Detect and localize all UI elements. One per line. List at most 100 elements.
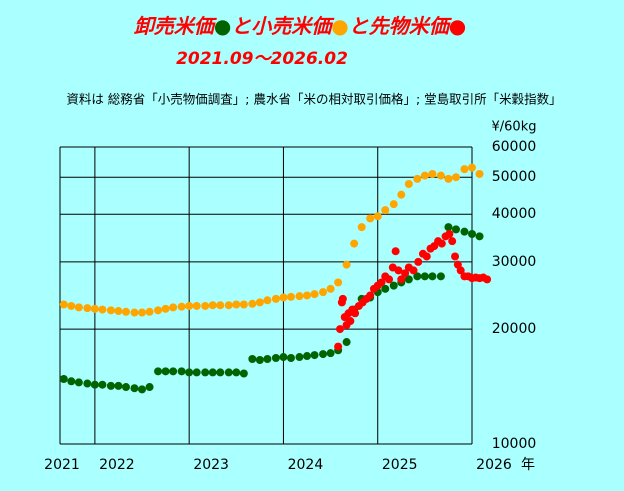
data-point (451, 252, 460, 261)
data-point (145, 383, 154, 392)
data-point (357, 223, 366, 232)
title-part: と先物米価 (349, 14, 453, 38)
data-point (342, 260, 351, 269)
title-part: ● (214, 14, 231, 38)
title-part: 卸売米価 (134, 14, 218, 38)
data-point (351, 309, 360, 318)
chart-subtitle: 2021.09～2026.02 (176, 49, 348, 69)
data-point (59, 375, 68, 384)
data-point (451, 173, 460, 182)
data-point (255, 298, 264, 307)
data-point (263, 296, 272, 305)
x-tick-label: 2022 (99, 457, 135, 473)
data-point (279, 353, 288, 362)
data-point (394, 266, 403, 275)
data-point (271, 354, 280, 363)
data-point (377, 278, 386, 287)
data-point (224, 368, 233, 377)
data-point (334, 342, 343, 351)
data-point (389, 281, 398, 290)
data-point (83, 304, 92, 313)
data-point (310, 290, 319, 299)
data-point (177, 367, 186, 376)
data-point (468, 229, 476, 238)
data-point (224, 301, 233, 310)
data-point (413, 174, 422, 183)
data-point (185, 301, 194, 310)
data-point (389, 200, 398, 209)
data-point (319, 288, 328, 297)
data-point (130, 308, 139, 317)
x-axis-label: 年 (521, 457, 535, 473)
data-point (381, 206, 390, 215)
data-point (201, 368, 210, 377)
y-tick-label: 30000 (492, 254, 537, 270)
data-point (67, 377, 76, 386)
data-point (391, 247, 400, 256)
data-point (326, 349, 335, 358)
data-point (460, 165, 469, 174)
title-part: ● (449, 14, 466, 38)
x-tick-label: 2025 (382, 457, 418, 473)
data-point (121, 383, 130, 392)
data-point (114, 307, 123, 316)
title-part: ● (331, 14, 348, 38)
data-point (201, 301, 210, 310)
data-point (475, 232, 484, 241)
data-point (286, 354, 295, 363)
data-point (420, 272, 429, 281)
data-point (106, 306, 115, 315)
data-point (154, 367, 163, 376)
data-point (437, 239, 446, 248)
data-point (381, 284, 390, 293)
data-point (413, 272, 422, 281)
data-point (59, 300, 68, 309)
data-point (338, 294, 347, 303)
data-point (336, 325, 345, 334)
data-point (366, 291, 375, 300)
data-point (154, 306, 163, 315)
data-point (185, 368, 194, 377)
data-point (216, 368, 225, 377)
data-point (385, 275, 394, 284)
data-point (286, 292, 295, 301)
data-point (106, 381, 115, 390)
data-point (255, 355, 264, 364)
data-point (169, 367, 178, 376)
data-point (428, 169, 437, 178)
data-point (232, 300, 241, 309)
data-point (397, 190, 406, 199)
y-tick-label: 60000 (492, 139, 537, 155)
y-tick-label: 50000 (492, 169, 537, 185)
data-point (295, 292, 304, 301)
data-point (208, 368, 217, 377)
data-point (334, 278, 343, 287)
data-point (422, 252, 431, 261)
source-note: 資料は 総務省「小売物価調査」; 農水省「米の相対取引価格」; 堂島取引所「米穀… (66, 92, 561, 107)
data-point (114, 381, 123, 390)
data-point (161, 304, 170, 313)
title-part: と小売米価 (231, 14, 335, 38)
x-tick-label: 2023 (193, 457, 229, 473)
data-point (401, 269, 410, 278)
data-point (177, 302, 186, 311)
data-point (404, 275, 413, 284)
data-point (74, 303, 83, 312)
data-point (428, 272, 437, 281)
data-point (475, 169, 484, 178)
data-point (409, 266, 418, 275)
data-point (232, 368, 241, 377)
data-point (366, 214, 375, 223)
y-tick-label: 20000 (492, 321, 537, 337)
data-point (98, 380, 107, 389)
data-point (445, 229, 454, 238)
data-point (138, 385, 147, 394)
y-unit: ¥/60kg (492, 120, 537, 135)
data-point (216, 301, 225, 310)
data-point (303, 352, 312, 361)
data-point (451, 225, 460, 234)
data-point (208, 301, 217, 310)
data-point (74, 378, 83, 387)
